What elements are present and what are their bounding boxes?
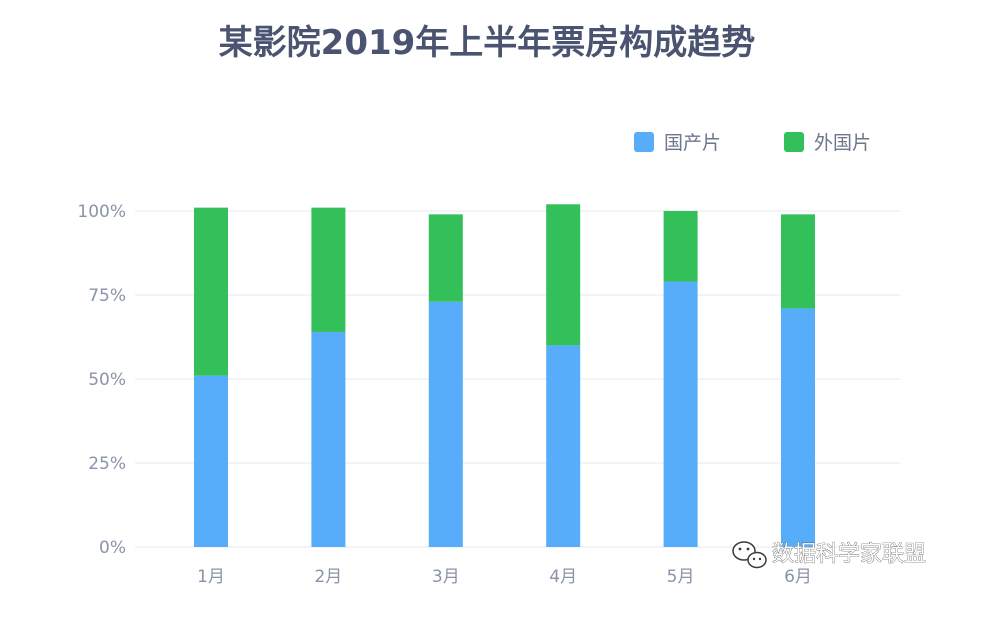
bar-segment-foreign — [194, 207, 228, 376]
x-tick-label: 3月 — [432, 567, 460, 587]
legend-label-domestic: 国产片 — [664, 132, 721, 154]
bar-segment-foreign — [663, 211, 698, 282]
bars — [194, 204, 815, 547]
y-tick-label: 75% — [88, 286, 126, 306]
bar-segment-domestic — [546, 345, 581, 547]
x-tick-label: 4月 — [549, 567, 577, 587]
gridlines — [135, 210, 900, 548]
bar-segment-domestic — [428, 301, 463, 547]
y-tick-label: 100% — [77, 202, 126, 222]
bar-segment-foreign — [781, 214, 815, 309]
y-tick-label: 50% — [88, 370, 126, 390]
x-tick-label: 5月 — [667, 567, 695, 587]
bar-segment-domestic — [194, 375, 228, 547]
x-tick-label: 1月 — [197, 567, 225, 587]
chart-title: 某影院2019年上半年票房构成趋势 — [219, 23, 756, 63]
bar-segment-domestic — [781, 308, 815, 547]
y-tick-label: 25% — [88, 454, 126, 474]
watermark-text: 数据科学家联盟 — [772, 542, 926, 567]
x-axis-ticks: 1月 2月 3月 4月 5月 6月 — [197, 567, 812, 587]
bar-segment-domestic — [311, 331, 346, 547]
watermark: 数据科学家联盟 — [732, 541, 926, 569]
bar-segment-foreign — [428, 214, 463, 302]
legend-label-foreign: 外国片 — [814, 132, 871, 154]
x-tick-label: 6月 — [784, 567, 812, 587]
legend-swatch-foreign — [784, 132, 804, 152]
x-tick-label: 2月 — [314, 567, 342, 587]
y-axis-ticks: 0% 25% 50% 75% 100% — [77, 202, 126, 558]
bar-segment-foreign — [311, 207, 346, 332]
y-tick-label: 0% — [99, 538, 126, 558]
bar-segment-domestic — [663, 281, 698, 547]
bar-segment-foreign — [546, 204, 581, 346]
legend-swatch-domestic — [634, 132, 654, 152]
wechat-icon — [732, 541, 767, 569]
legend: 国产片 外国片 — [634, 132, 871, 154]
